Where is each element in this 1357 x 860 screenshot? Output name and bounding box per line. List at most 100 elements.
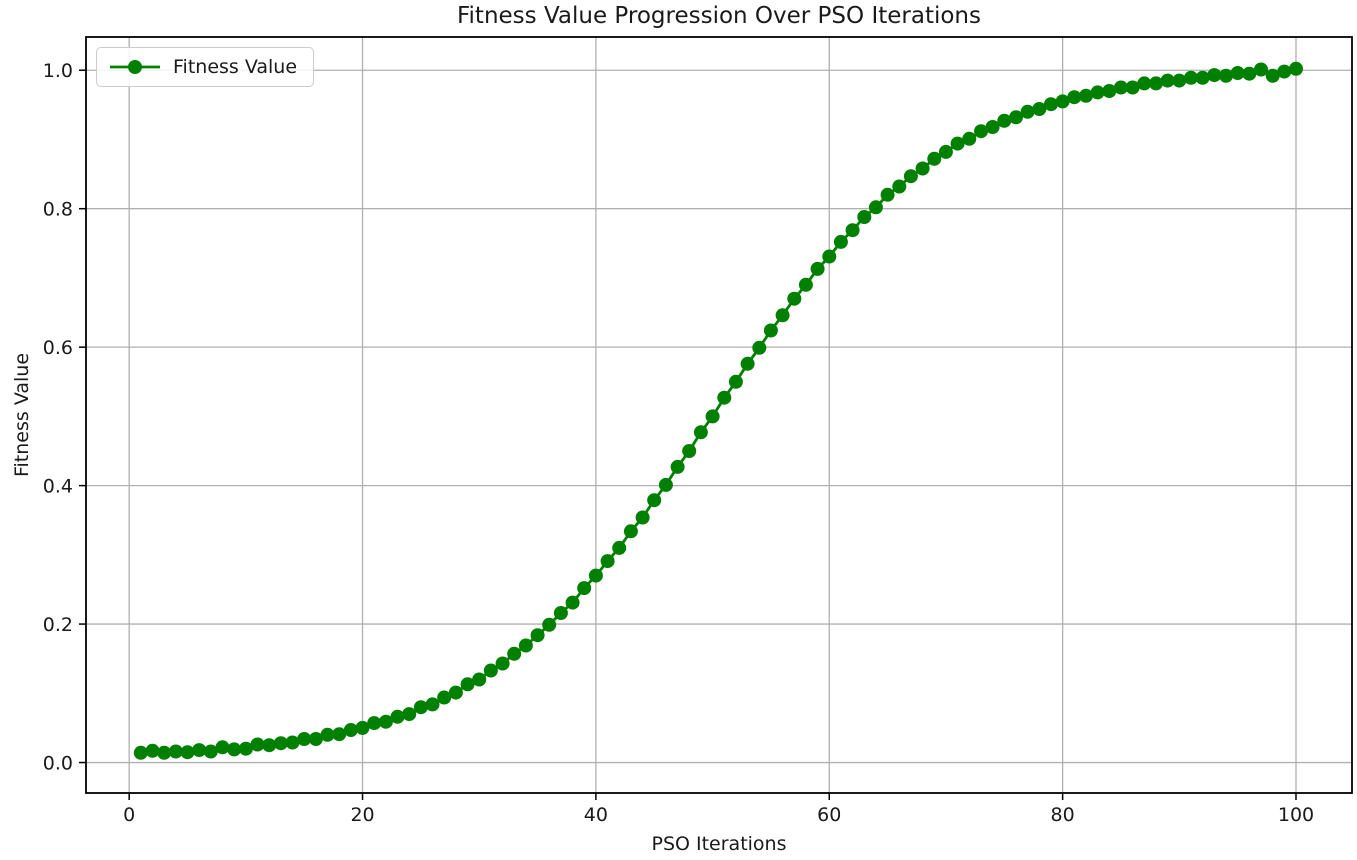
data-point-marker	[378, 714, 393, 729]
data-point-marker	[1044, 97, 1058, 112]
data-point-marker	[402, 707, 417, 722]
data-point-marker	[752, 340, 767, 355]
data-point-marker	[1242, 66, 1257, 81]
chart-title: Fitness Value Progression Over PSO Itera…	[456, 3, 981, 29]
data-point-marker	[845, 223, 860, 238]
data-point-marker	[1160, 73, 1175, 88]
data-point-marker	[915, 161, 930, 176]
data-point-marker	[857, 210, 872, 224]
data-point-marker	[1172, 73, 1187, 88]
data-point-marker	[1067, 90, 1082, 105]
data-point-marker	[192, 743, 207, 758]
data-point-marker	[320, 727, 335, 742]
data-point-marker	[950, 136, 965, 151]
legend-line-marker-icon	[110, 60, 160, 74]
x-tick-label: 20	[350, 804, 374, 826]
data-point-marker	[833, 234, 848, 249]
data-point-marker	[1079, 88, 1093, 103]
y-tick-label: 0.8	[43, 199, 73, 221]
x-tick-label: 0	[123, 804, 135, 826]
data-point-marker	[227, 742, 242, 757]
data-point-marker	[577, 581, 592, 596]
data-point-marker	[355, 720, 370, 735]
data-point-marker	[1207, 68, 1222, 83]
data-point-marker	[1102, 84, 1117, 98]
data-point-marker	[495, 656, 510, 671]
data-point-marker	[728, 374, 743, 389]
data-point-marker	[763, 323, 778, 338]
data-point-marker	[1254, 62, 1268, 77]
data-point-marker	[997, 113, 1012, 128]
y-tick-label: 0.4	[43, 476, 73, 498]
legend: Fitness Value	[96, 47, 315, 87]
data-point-marker	[565, 595, 580, 610]
data-point-marker	[308, 732, 323, 746]
data-point-marker	[332, 727, 347, 742]
y-tick-label: 0.0	[43, 753, 73, 775]
data-point-marker	[1137, 76, 1152, 91]
data-point-marker	[460, 677, 475, 692]
data-point-marker	[1195, 70, 1210, 85]
x-tick-label: 40	[584, 804, 608, 826]
data-point-marker	[938, 144, 953, 159]
data-point-marker	[1277, 64, 1292, 79]
data-point-marker	[483, 663, 498, 678]
data-point-marker	[740, 356, 755, 371]
data-point-marker	[1149, 76, 1163, 91]
data-point-marker	[647, 493, 662, 508]
data-point-marker	[612, 540, 627, 555]
x-tick-label: 80	[1051, 804, 1075, 826]
data-point-marker	[682, 444, 697, 458]
data-point-marker	[1090, 85, 1105, 100]
data-point-marker	[822, 249, 837, 264]
legend-label: Fitness Value	[173, 56, 298, 78]
data-point-marker	[297, 732, 312, 746]
data-point-marker	[425, 697, 440, 712]
data-point-marker	[1219, 68, 1233, 83]
data-point-marker	[927, 151, 942, 166]
data-point-marker	[892, 179, 907, 194]
data-point-marker	[203, 744, 218, 759]
data-point-marker	[588, 568, 603, 583]
y-tick-label: 0.2	[43, 614, 73, 636]
data-point-marker	[437, 690, 452, 705]
data-point-marker	[1114, 80, 1128, 95]
data-point-marker	[1032, 102, 1047, 116]
data-point-marker	[1289, 61, 1303, 76]
data-point-marker	[542, 617, 557, 632]
data-point-marker	[623, 524, 638, 539]
data-point-marker	[390, 709, 405, 724]
data-point-marker	[974, 124, 988, 139]
data-point-marker	[693, 425, 708, 440]
data-point-marker	[600, 554, 615, 569]
data-point-marker	[635, 510, 650, 525]
data-point-marker	[658, 477, 673, 492]
data-point-marker	[507, 646, 522, 661]
data-point-marker	[262, 738, 277, 753]
data-point-marker	[250, 737, 265, 752]
data-point-marker	[448, 685, 463, 700]
data-point-marker	[472, 672, 487, 687]
data-point-marker	[810, 261, 825, 276]
data-point-marker	[1009, 110, 1023, 125]
data-point-marker	[1020, 104, 1035, 119]
data-point-marker	[1265, 68, 1280, 83]
data-point-marker	[705, 409, 720, 424]
data-point-marker	[238, 741, 253, 756]
data-point-marker	[367, 716, 382, 731]
y-axis-label: Fitness Value	[11, 352, 33, 478]
data-point-marker	[273, 736, 288, 751]
data-point-marker	[1055, 94, 1070, 109]
data-point-marker	[215, 740, 230, 755]
x-tick-label: 60	[817, 804, 841, 826]
data-point-marker	[553, 606, 568, 620]
data-point-marker	[133, 745, 148, 760]
data-point-marker	[343, 723, 358, 737]
fitness-line	[140, 67, 1297, 755]
data-point-marker	[1184, 70, 1198, 85]
plot-border	[85, 36, 1353, 794]
data-point-marker	[985, 120, 1000, 134]
data-point-marker	[717, 390, 732, 405]
